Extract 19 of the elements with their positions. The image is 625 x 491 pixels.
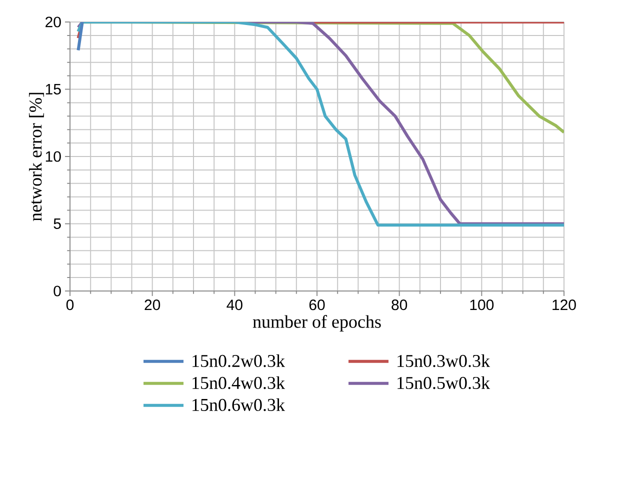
legend-label: 15n0.2w0.3k [192, 354, 285, 368]
y-axis-title: network error [%] [29, 92, 44, 222]
legend-label: 15n0.3w0.3k [398, 354, 490, 368]
y-tick-label: 15 [46, 84, 61, 94]
x-tick-label: 0 [66, 300, 74, 310]
y-tick-label: 5 [54, 218, 61, 229]
y-tick-label: 20 [46, 16, 61, 28]
y-tick-label: 0 [54, 286, 61, 296]
x-tick-label: 20 [144, 300, 160, 310]
y-tick-label: 10 [46, 151, 61, 162]
x-tick-label: 40 [226, 300, 242, 310]
legend-label: 15n0.4w0.3k [192, 376, 285, 390]
x-tick-label: 120 [552, 300, 576, 310]
legend-label: 15n0.5w0.3k [398, 376, 490, 390]
x-tick-label: 100 [470, 300, 494, 310]
x-axis-title: number of epochs [252, 315, 381, 332]
x-tick-label: 60 [309, 300, 325, 310]
x-tick-label: 80 [392, 300, 408, 310]
legend-label: 15n0.6w0.3k [192, 398, 285, 412]
